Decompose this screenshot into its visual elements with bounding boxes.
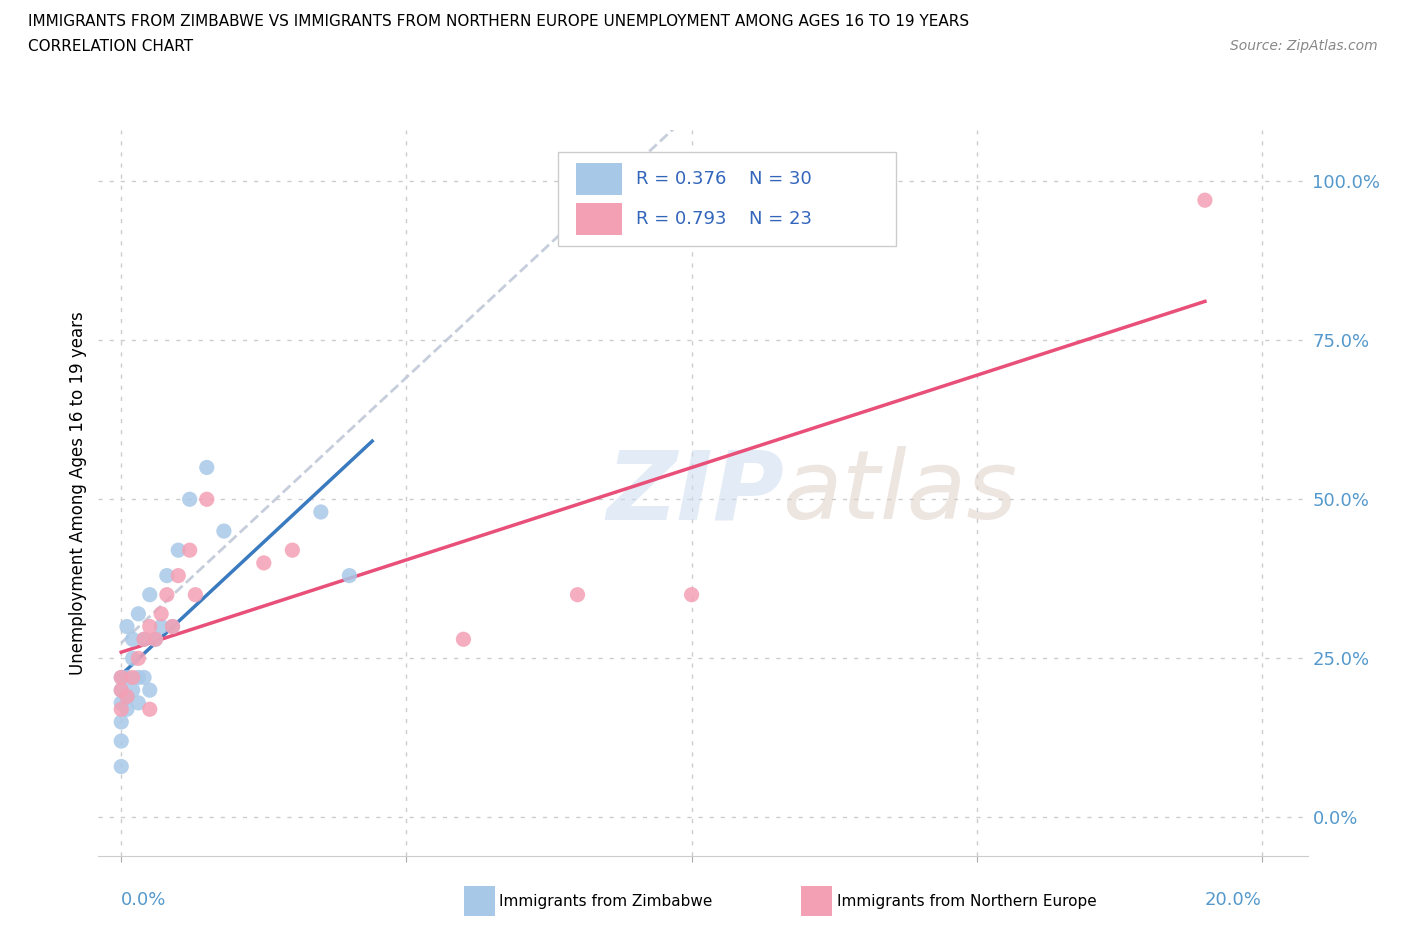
Point (115, 702, 138, 717)
Bar (558, 152, 897, 246)
Point (167, 543, 190, 558)
Point (110, 670, 132, 684)
Point (162, 619, 184, 634)
Point (139, 619, 162, 634)
Point (127, 696, 149, 711)
Point (121, 651, 143, 666)
Text: ZIP: ZIP (606, 446, 785, 539)
Point (132, 670, 155, 684)
Point (139, 683, 162, 698)
Y-axis label: Unemployment Among Ages 16 to 19 years: Unemployment Among Ages 16 to 19 years (69, 311, 87, 675)
Point (212, 524, 235, 538)
Text: R = 0.376: R = 0.376 (637, 170, 727, 188)
Point (337, 568, 360, 583)
Text: R = 0.793: R = 0.793 (637, 210, 727, 228)
Point (115, 689, 138, 704)
Point (110, 670, 132, 684)
Text: atlas: atlas (782, 446, 1017, 539)
Point (110, 696, 132, 711)
Point (127, 651, 149, 666)
Point (179, 543, 201, 558)
Point (162, 619, 184, 634)
Point (150, 619, 173, 634)
Point (139, 702, 162, 717)
Point (115, 689, 138, 704)
Text: N = 30: N = 30 (749, 170, 811, 188)
Point (453, 631, 475, 646)
Point (110, 714, 132, 729)
Point (309, 505, 332, 520)
Point (281, 543, 304, 558)
Point (184, 587, 207, 602)
Text: Immigrants from Zimbabwe: Immigrants from Zimbabwe (499, 894, 713, 909)
Point (115, 670, 138, 684)
Point (132, 631, 155, 646)
Point (110, 683, 132, 698)
Point (195, 492, 218, 507)
Bar (576, 203, 621, 235)
Point (567, 587, 589, 602)
Text: IMMIGRANTS FROM ZIMBABWE VS IMMIGRANTS FROM NORTHERN EUROPE UNEMPLOYMENT AMONG A: IMMIGRANTS FROM ZIMBABWE VS IMMIGRANTS F… (28, 14, 969, 29)
Bar (576, 163, 621, 195)
Text: CORRELATION CHART: CORRELATION CHART (28, 39, 193, 54)
Point (110, 759, 132, 774)
Point (156, 587, 179, 602)
Point (145, 631, 167, 646)
Point (115, 619, 138, 634)
Point (156, 568, 179, 583)
Point (145, 631, 167, 646)
Point (150, 606, 173, 621)
Point (681, 587, 703, 602)
Point (253, 555, 276, 570)
Point (1194, 193, 1216, 207)
Text: N = 23: N = 23 (749, 210, 811, 228)
Point (132, 631, 155, 646)
Point (179, 492, 201, 507)
Point (121, 631, 143, 646)
Point (110, 702, 132, 717)
Text: 0.0%: 0.0% (121, 891, 166, 909)
Point (121, 670, 143, 684)
Text: Immigrants from Northern Europe: Immigrants from Northern Europe (837, 894, 1097, 909)
Point (167, 568, 190, 583)
Text: Source: ZipAtlas.com: Source: ZipAtlas.com (1230, 39, 1378, 53)
Point (195, 460, 218, 475)
Point (121, 683, 143, 698)
Point (139, 587, 162, 602)
Point (110, 683, 132, 698)
Point (127, 606, 149, 621)
Point (110, 734, 132, 749)
Point (127, 670, 149, 684)
Text: 20.0%: 20.0% (1205, 891, 1263, 909)
